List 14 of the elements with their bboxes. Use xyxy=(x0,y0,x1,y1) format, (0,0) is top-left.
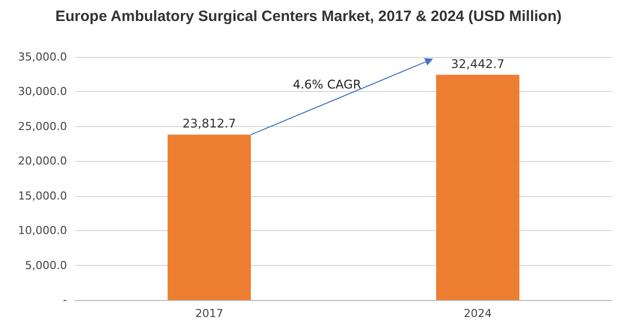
y-tick-label: 30,000.0 xyxy=(18,85,67,98)
y-tick-label: 25,000.0 xyxy=(18,120,67,133)
y-tick-label: 35,000.0 xyxy=(18,50,67,64)
data-label: 32,442.7 xyxy=(451,56,504,71)
x-tick-label: 2017 xyxy=(195,307,224,320)
y-tick-label: 5,000.0 xyxy=(25,258,67,272)
annotation: 4.6% CAGR xyxy=(292,78,362,92)
y-tick-label: 20,000.0 xyxy=(18,154,67,168)
chart-title: Europe Ambulatory Surgical Centers Market, 2017 & 2024 (USD Million) xyxy=(55,8,562,25)
y-tick-label: 10,000.0 xyxy=(18,224,67,238)
data-label: 23,812.7 xyxy=(182,116,236,131)
x-tick-label: 2024 xyxy=(464,307,492,320)
y-tick-label: 15,000.0 xyxy=(18,189,67,202)
y-tick-label: - xyxy=(63,294,68,306)
